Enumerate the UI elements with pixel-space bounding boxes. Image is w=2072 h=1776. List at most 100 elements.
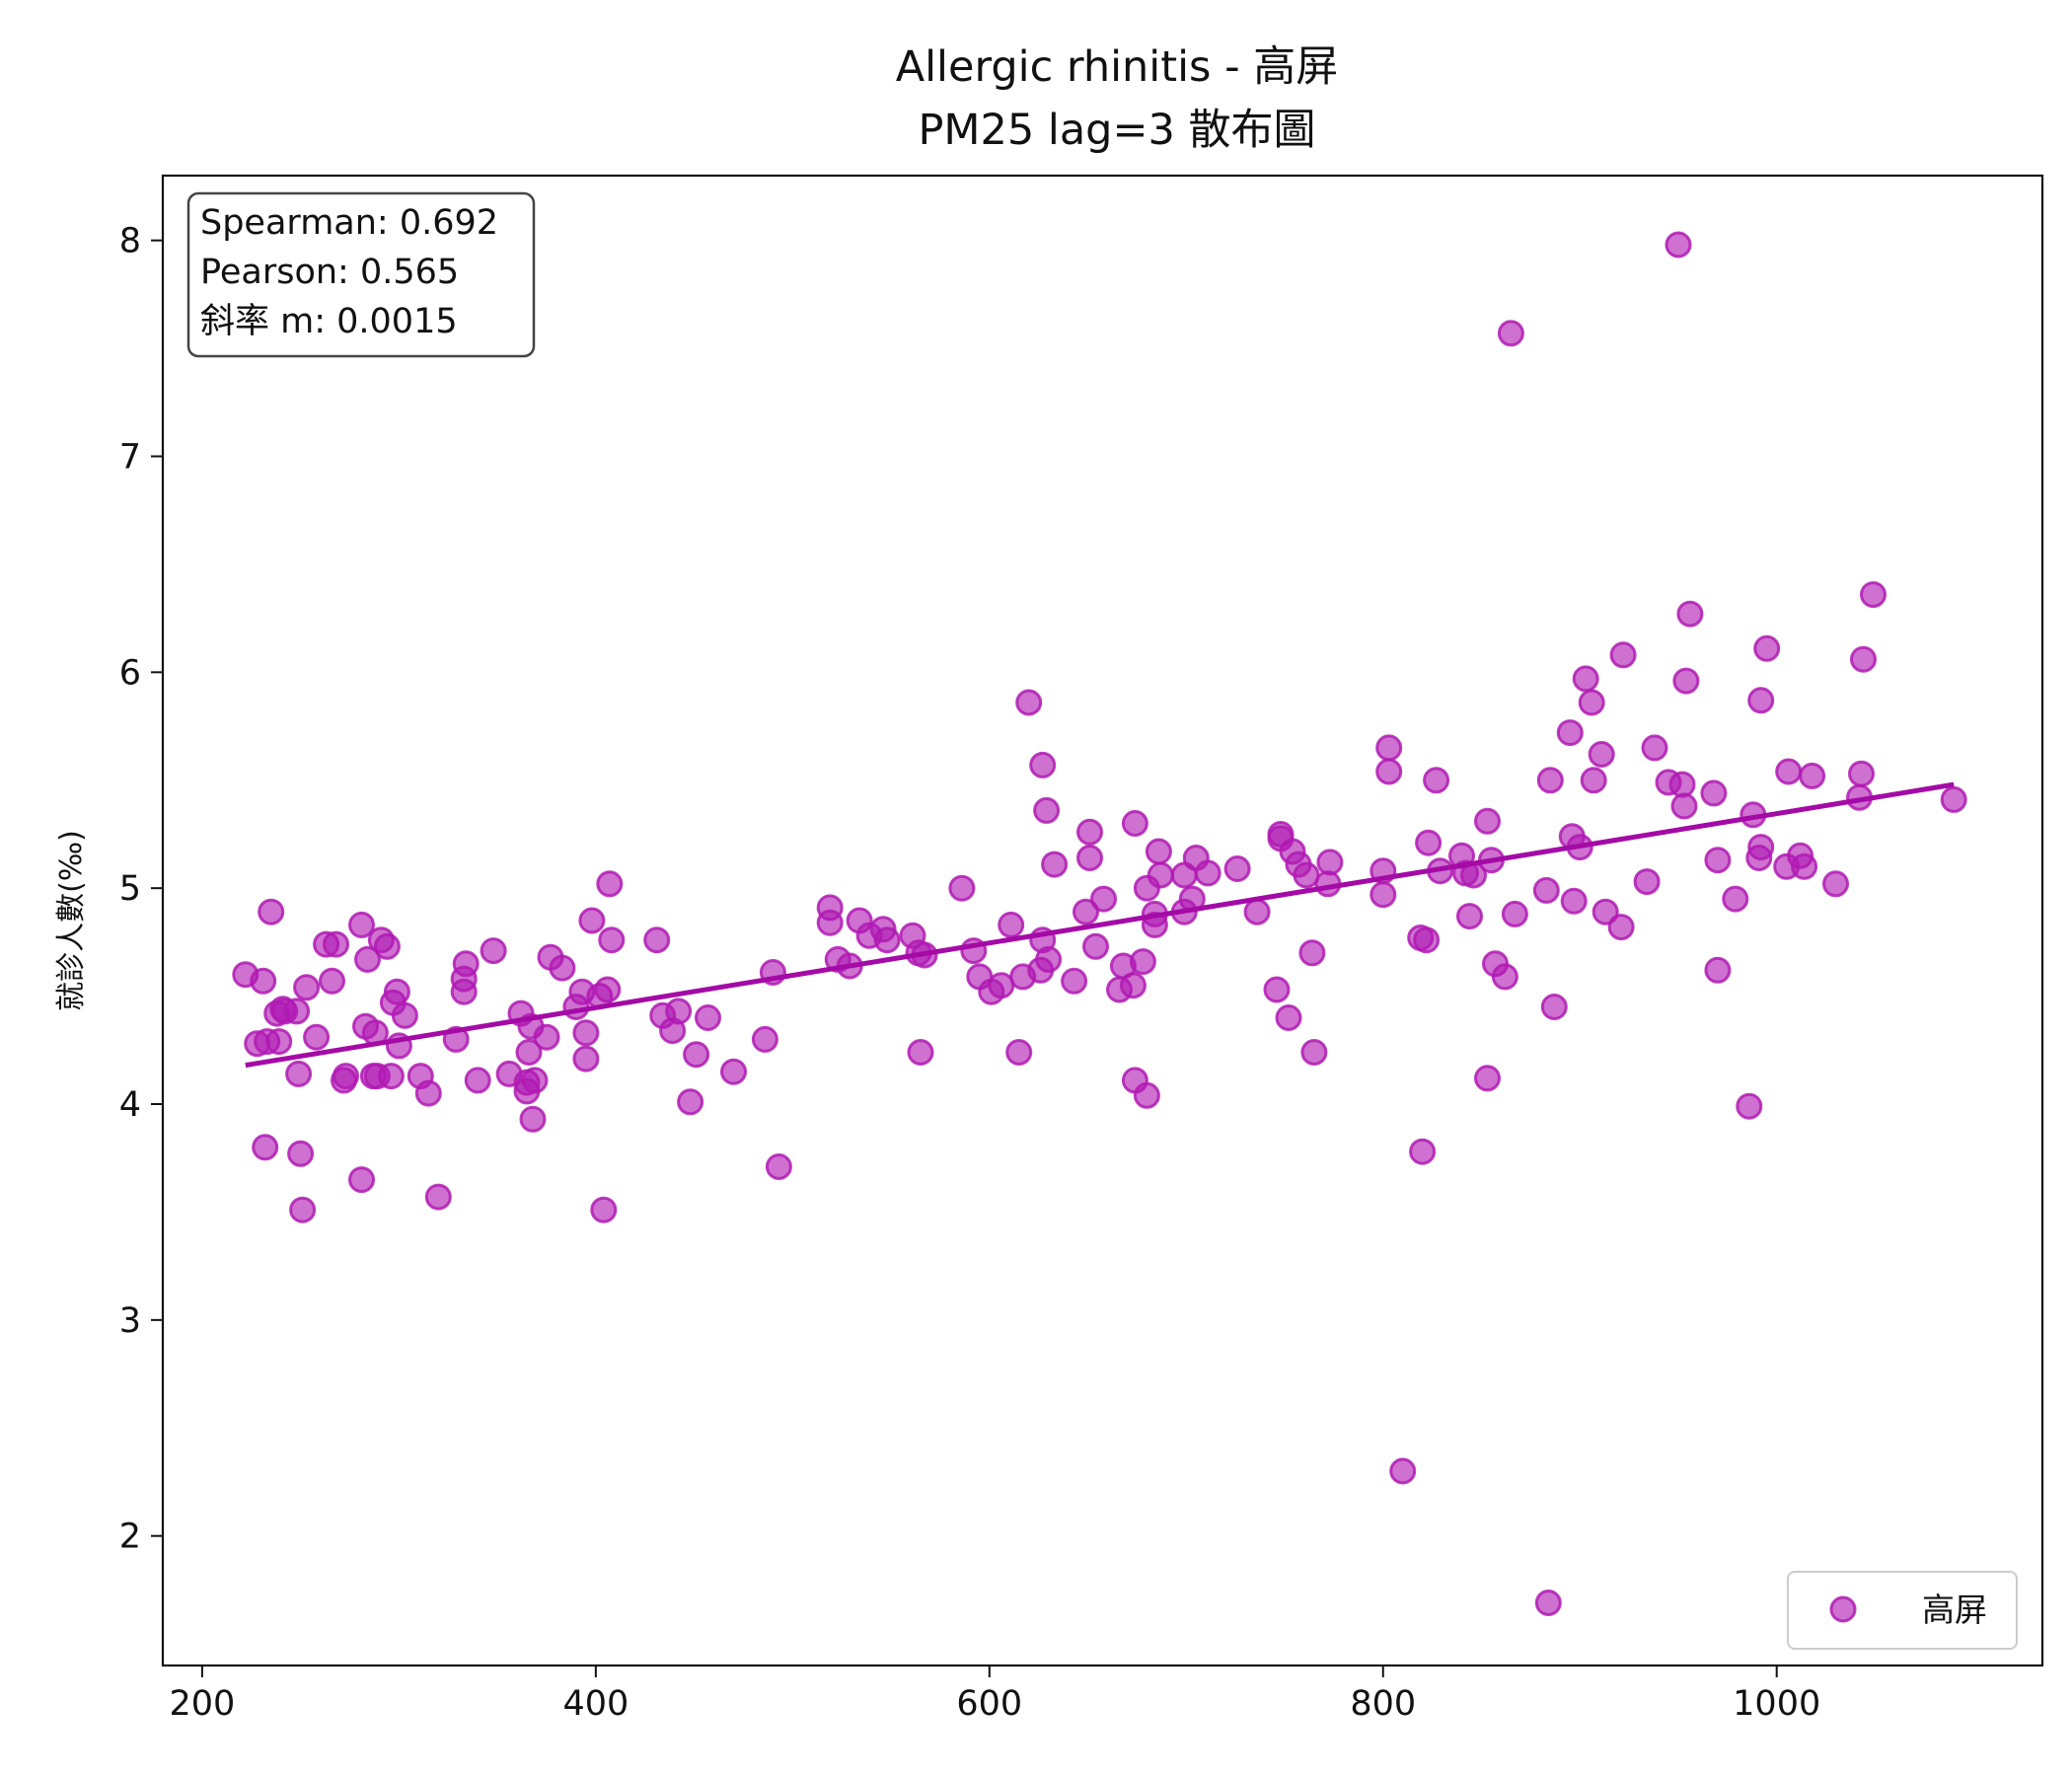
data-point-108 xyxy=(1090,885,1117,913)
y-tick-label-2: 2 xyxy=(119,1517,141,1557)
data-point-145 xyxy=(1409,1138,1437,1165)
data-point-21 xyxy=(348,911,375,938)
data-point-71 xyxy=(695,1004,721,1031)
y-tick-label-8: 8 xyxy=(119,222,141,261)
data-point-179 xyxy=(1665,231,1692,259)
data-point-102 xyxy=(1041,851,1069,878)
data-point-186 xyxy=(1704,847,1732,874)
data-point-18 xyxy=(323,930,349,958)
spearman-text: Spearman: 0.692 xyxy=(200,203,498,243)
stats-box-frame xyxy=(186,191,536,358)
data-point-63 xyxy=(596,870,624,898)
data-point-159 xyxy=(1497,320,1524,347)
data-point-41 xyxy=(452,950,480,978)
data-point-182 xyxy=(1672,667,1700,695)
data-point-36 xyxy=(414,1079,442,1107)
data-point-167 xyxy=(1560,887,1588,915)
data-point-61 xyxy=(590,1196,618,1223)
data-point-173 xyxy=(1591,898,1619,925)
data-point-180 xyxy=(1668,771,1696,798)
data-point-50 xyxy=(519,1105,547,1133)
data-point-192 xyxy=(1747,834,1775,861)
data-point-51 xyxy=(521,1067,549,1094)
data-point-98 xyxy=(1029,751,1057,778)
data-point-3 xyxy=(252,1134,279,1161)
data-point-12 xyxy=(287,1140,315,1167)
data-point-147 xyxy=(1415,829,1443,856)
data-point-185 xyxy=(1704,956,1732,984)
data-point-148 xyxy=(1423,767,1450,794)
data-point-138 xyxy=(1316,849,1344,876)
chart-title-line2: PM25 lag=3 散布圖 xyxy=(918,106,1315,155)
data-point-134 xyxy=(1293,861,1320,889)
x-tick-label-200: 200 xyxy=(169,1684,235,1724)
x-tick-label-1000: 1000 xyxy=(1733,1684,1820,1724)
data-point-101 xyxy=(1035,945,1063,973)
y-axis-label: 就診人數(‰) xyxy=(54,830,89,1011)
data-point-158 xyxy=(1491,963,1518,991)
data-point-107 xyxy=(1082,932,1109,960)
data-point-37 xyxy=(424,1183,452,1211)
data-point-193 xyxy=(1753,634,1781,662)
data-point-163 xyxy=(1536,767,1564,794)
data-point-13 xyxy=(289,1196,317,1223)
data-point-140 xyxy=(1369,881,1397,909)
legend-marker xyxy=(1829,1595,1857,1623)
data-point-57 xyxy=(572,1045,600,1073)
data-point-96 xyxy=(1015,689,1043,716)
x-axis-ticks: 200 400 600 800 1000 xyxy=(169,1665,1820,1724)
data-point-69 xyxy=(677,1088,704,1116)
data-point-127 xyxy=(1243,898,1271,925)
plot-area-frame xyxy=(161,174,2044,1667)
data-point-64 xyxy=(598,926,626,954)
data-point-2 xyxy=(250,967,277,995)
data-point-201 xyxy=(1848,760,1875,787)
data-point-155 xyxy=(1474,1065,1501,1092)
data-point-93 xyxy=(998,911,1025,938)
data-point-105 xyxy=(1076,845,1103,871)
data-point-48 xyxy=(515,1039,543,1066)
data-point-86 xyxy=(907,1039,934,1066)
data-point-59 xyxy=(578,907,606,934)
data-point-106 xyxy=(1076,818,1103,846)
data-point-152 xyxy=(1456,903,1483,930)
y-tick-label-6: 6 xyxy=(119,653,141,693)
data-point-32 xyxy=(383,978,410,1005)
data-point-22 xyxy=(348,1166,375,1194)
data-point-42 xyxy=(464,1067,491,1094)
legend: 高屏 xyxy=(1787,1571,2018,1650)
data-point-15 xyxy=(303,1023,331,1051)
y-tick-label-7: 7 xyxy=(119,437,141,477)
data-point-114 xyxy=(1129,948,1156,976)
data-point-197 xyxy=(1791,852,1818,880)
data-point-160 xyxy=(1501,900,1528,927)
chart-title-line1: Allergic rhinitis - 高屏 xyxy=(896,42,1339,92)
data-point-111 xyxy=(1119,972,1147,999)
data-point-29 xyxy=(373,932,401,960)
data-point-54 xyxy=(549,954,576,982)
data-point-162 xyxy=(1534,1590,1562,1616)
data-point-7 xyxy=(265,1028,293,1056)
data-point-73 xyxy=(751,1025,778,1053)
data-point-128 xyxy=(1263,976,1291,1003)
legend-label: 高屏 xyxy=(1922,1591,1987,1629)
data-point-198 xyxy=(1799,762,1826,789)
data-point-143 xyxy=(1389,1457,1417,1485)
data-point-72 xyxy=(720,1058,747,1085)
data-point-161 xyxy=(1532,876,1560,904)
data-point-52 xyxy=(533,1023,560,1051)
data-point-58 xyxy=(572,1019,600,1047)
data-point-175 xyxy=(1609,641,1637,669)
pearson-text: Pearson: 0.565 xyxy=(200,253,459,292)
y-tick-label-5: 5 xyxy=(119,869,141,909)
stats-box: Spearman: 0.692 Pearson: 0.565 斜率 m: 0.0… xyxy=(186,191,536,358)
x-tick-label-600: 600 xyxy=(956,1684,1022,1724)
data-point-164 xyxy=(1540,994,1568,1020)
data-point-191 xyxy=(1747,687,1775,714)
data-point-10 xyxy=(283,998,311,1025)
data-point-181 xyxy=(1670,792,1698,820)
data-point-65 xyxy=(643,926,671,954)
y-axis-ticks: 2 3 4 5 6 7 8 xyxy=(119,222,163,1557)
data-point-68 xyxy=(665,998,693,1025)
